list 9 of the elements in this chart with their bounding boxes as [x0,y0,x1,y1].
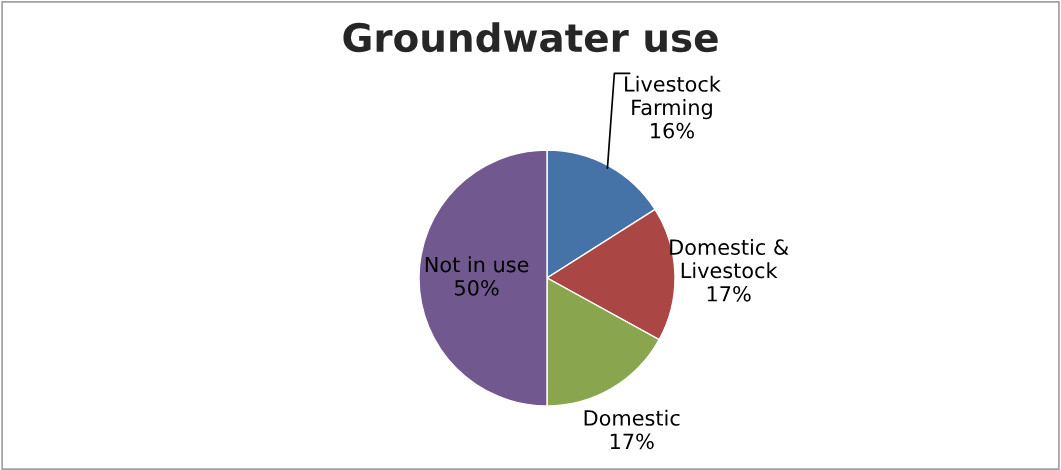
slice-label: Not in use [425,256,529,273]
slice-label: Domestic & Livestock [670,238,789,279]
data-label: 50% [455,279,499,296]
data-label: 17% [707,285,751,302]
slice-label: Livestock Farming [625,75,721,120]
chart-title: Groundwater use [343,22,718,53]
data-label: 17% [610,433,654,450]
slice-label: Domestic [584,409,680,426]
data-label: 16% [651,122,694,139]
